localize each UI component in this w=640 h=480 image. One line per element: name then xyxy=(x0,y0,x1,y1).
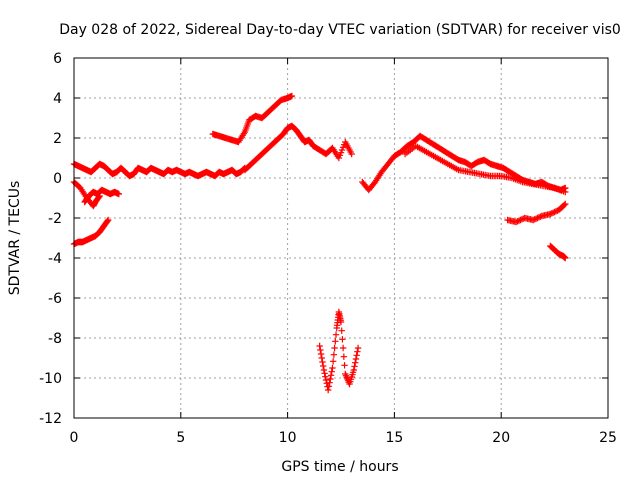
data-point xyxy=(514,218,521,225)
data-point xyxy=(551,208,558,216)
y-tick-label: -6 xyxy=(48,291,62,307)
data-point xyxy=(327,375,334,383)
data-point xyxy=(339,344,347,352)
data-point xyxy=(532,215,540,222)
data-point xyxy=(562,188,569,196)
data-point xyxy=(95,193,103,201)
data-point xyxy=(331,344,338,352)
y-tick-label: 6 xyxy=(53,51,62,67)
data-point xyxy=(352,359,359,366)
y-axis-label: SDTVAR / TECUs xyxy=(7,181,23,296)
series-trace-rise-main xyxy=(241,122,355,174)
data-point xyxy=(339,336,346,343)
data-point xyxy=(518,216,526,223)
series-trace-early-dip xyxy=(70,178,103,210)
data-point xyxy=(288,92,296,100)
y-tick-label: -10 xyxy=(39,371,62,387)
series-trace-post-lower xyxy=(401,142,569,196)
data-point xyxy=(321,370,328,377)
y-tick-label: -12 xyxy=(39,411,62,427)
data-point xyxy=(327,372,335,379)
x-tick-label: 0 xyxy=(70,430,79,446)
y-tick-label: 2 xyxy=(53,131,62,147)
data-point xyxy=(348,150,355,158)
data-point xyxy=(515,217,523,224)
data-point xyxy=(534,214,541,222)
data-point xyxy=(354,344,362,352)
x-tick-label: 15 xyxy=(385,430,403,446)
y-tick-label: 0 xyxy=(53,171,62,187)
x-tick-label: 5 xyxy=(176,430,185,446)
series-trace-dropout xyxy=(316,308,362,394)
data-point xyxy=(562,200,569,208)
y-tick-label: -4 xyxy=(48,251,62,267)
data-point xyxy=(512,218,520,226)
series-trace-late-negative xyxy=(504,200,569,226)
data-point xyxy=(317,346,324,354)
chart-title: Day 028 of 2022, Sidereal Day-to-day VTE… xyxy=(59,22,621,38)
data-point xyxy=(353,352,360,359)
data-point xyxy=(317,350,325,358)
data-point xyxy=(319,358,326,366)
data-point xyxy=(351,363,358,370)
data-point xyxy=(318,354,325,362)
data-point xyxy=(537,213,544,220)
data-point xyxy=(561,201,568,209)
ticks-layer: 0 5 10 15 20 25 -12 -10 -8 -6 -4 -2 0 2 4 6 xyxy=(39,51,617,446)
data-point xyxy=(517,216,524,224)
data-point xyxy=(320,366,328,374)
data-point xyxy=(316,342,323,350)
x-tick-label: 25 xyxy=(599,430,617,446)
data-point xyxy=(104,216,112,224)
data-point xyxy=(104,217,111,225)
data-point xyxy=(338,327,345,334)
data-point xyxy=(325,383,333,390)
series-trace-main-start xyxy=(70,160,249,180)
data-point xyxy=(322,373,329,380)
grid-layer xyxy=(74,58,608,418)
data-point xyxy=(350,366,358,374)
data-point xyxy=(548,210,555,217)
data-point xyxy=(329,358,337,365)
data-point xyxy=(329,364,336,372)
plot-frame xyxy=(73,57,609,419)
data-point xyxy=(341,362,348,369)
data-point xyxy=(352,355,360,363)
data-point xyxy=(96,192,103,200)
data-point xyxy=(326,379,333,386)
data-point xyxy=(320,362,327,370)
series-trace-late-drop xyxy=(547,242,569,262)
series-trace-early-negative xyxy=(70,216,112,248)
data-point xyxy=(328,368,335,375)
y-tick-label: 4 xyxy=(53,91,62,107)
data-point xyxy=(337,318,345,326)
data-point xyxy=(354,348,361,355)
data-point xyxy=(530,216,537,224)
data-point xyxy=(330,351,338,358)
x-tick-label: 20 xyxy=(492,430,510,446)
data-point xyxy=(332,331,340,338)
data-point xyxy=(115,190,123,198)
y-tick-label: -2 xyxy=(48,211,62,227)
data-marks-layer xyxy=(70,92,569,394)
data-point xyxy=(547,210,554,218)
data-point xyxy=(322,376,330,384)
data-point xyxy=(562,254,569,262)
y-tick-label: -8 xyxy=(48,331,62,347)
data-point xyxy=(340,353,348,360)
series-trace-rise-upper xyxy=(209,92,296,146)
x-tick-label: 10 xyxy=(279,430,297,446)
data-point xyxy=(552,208,560,215)
x-axis-label: GPS time / hours xyxy=(281,459,398,475)
data-point xyxy=(324,386,332,394)
data-point xyxy=(332,338,339,345)
data-point xyxy=(549,209,557,216)
data-point xyxy=(531,216,538,223)
data-point xyxy=(535,214,543,221)
